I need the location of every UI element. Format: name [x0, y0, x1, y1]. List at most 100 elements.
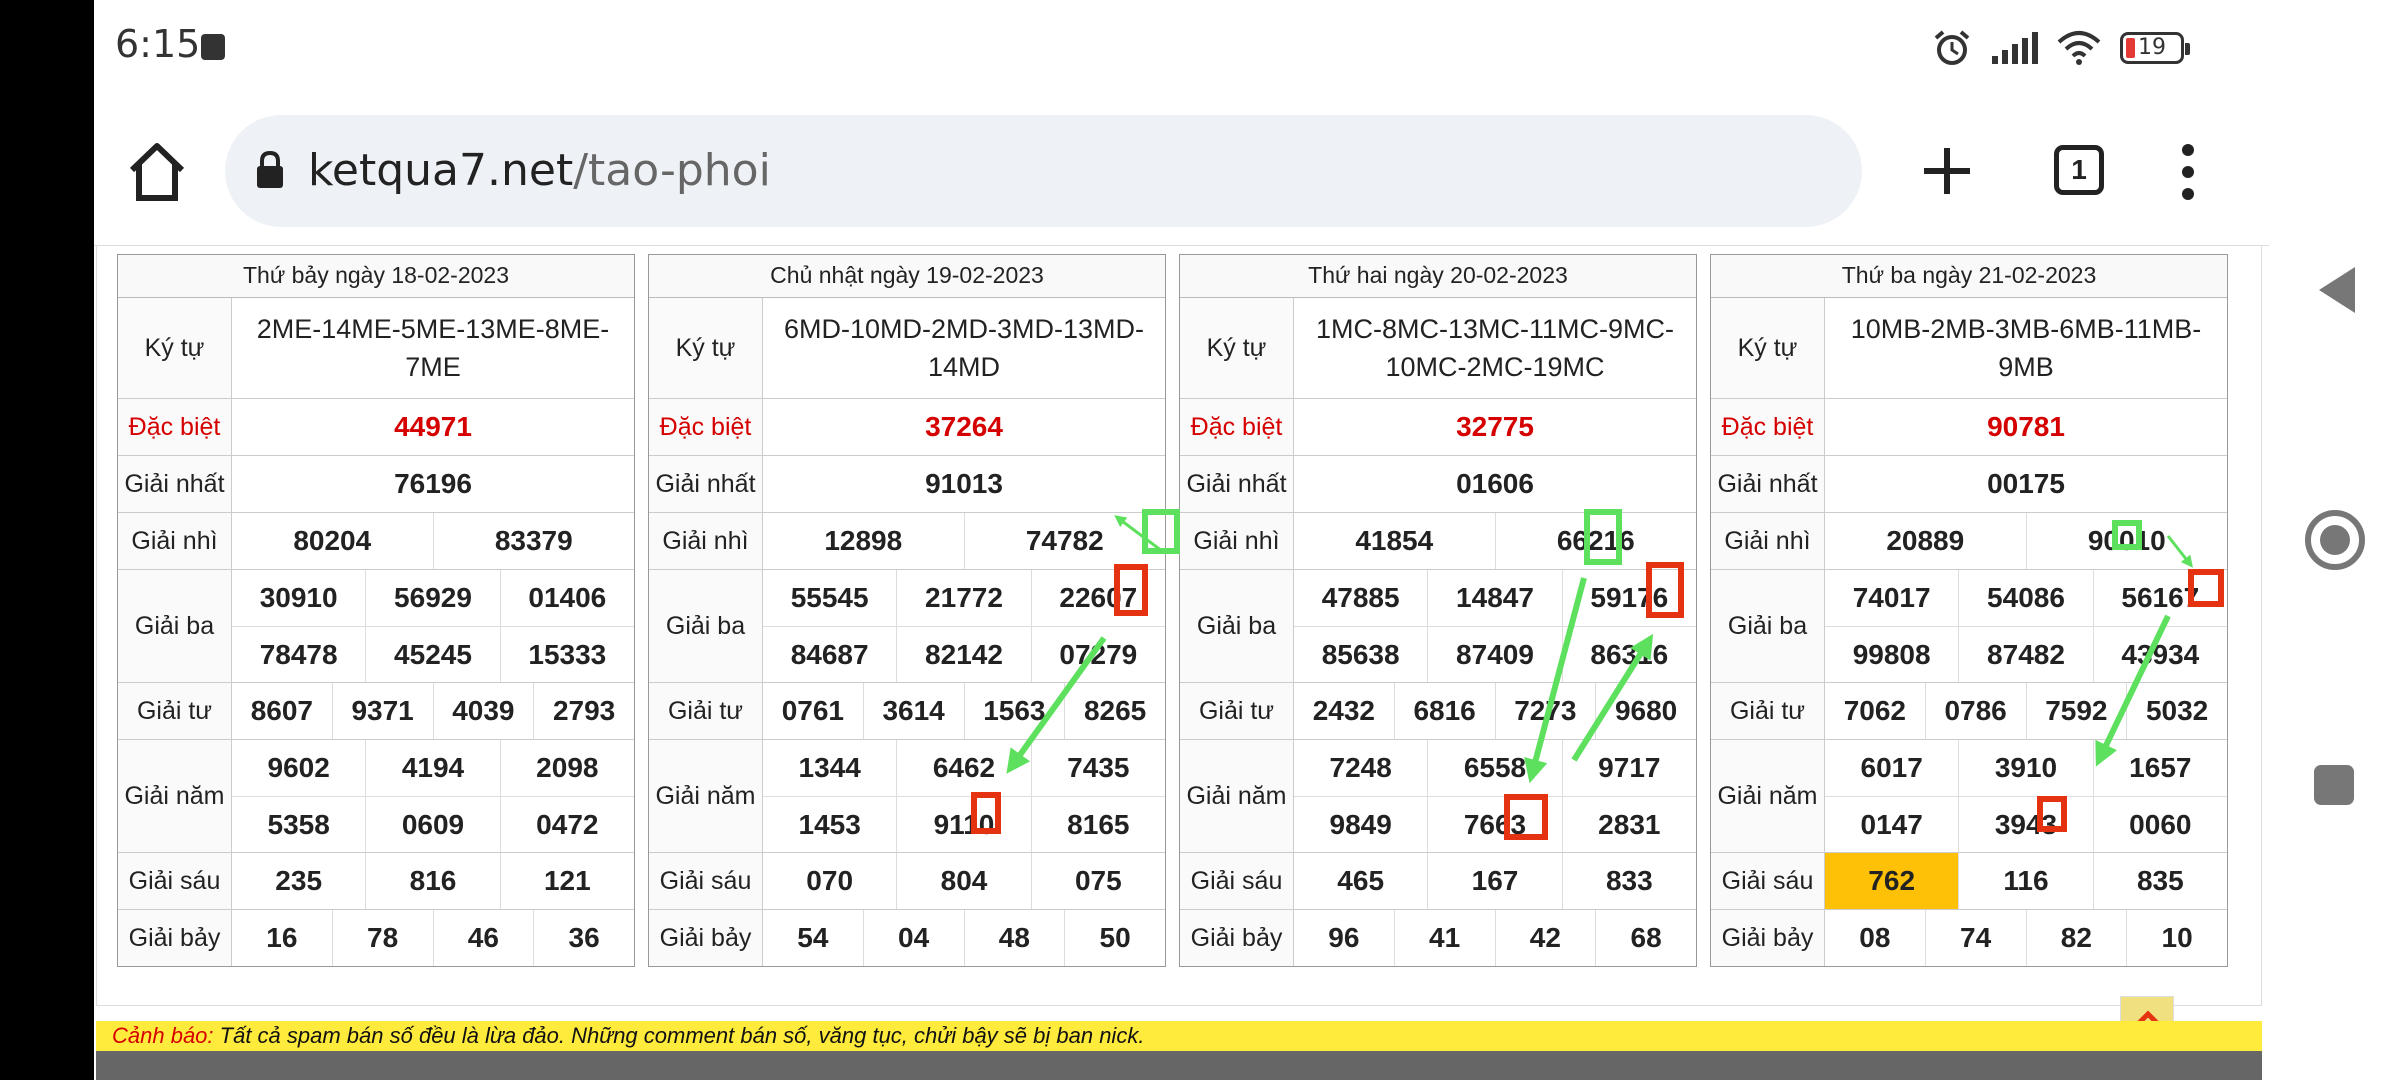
prize-row-first: Giải nhất 76196	[118, 456, 634, 513]
prize-number: 9680	[1595, 683, 1696, 739]
prize-number: 2432	[1312, 695, 1376, 726]
prize-number: 04	[862, 910, 964, 966]
prize-line: 30910 56929 01406	[232, 570, 634, 626]
prize-line: 91013	[763, 456, 1165, 512]
prize-label: Giải sáu	[1180, 853, 1294, 909]
prize-values: 7062 0786 7592 5032	[1825, 683, 2227, 739]
prize-label: Giải nhì	[1711, 513, 1825, 569]
prize-number: 816	[365, 853, 499, 909]
prize-line: 37264	[763, 399, 1165, 455]
prize-number: 0609	[365, 797, 499, 852]
prize-number: 84687	[790, 638, 869, 670]
prize-line: 47885 14847 59176	[1294, 570, 1696, 626]
prize-number: 070	[806, 865, 854, 896]
prize-label: Giải sáu	[649, 853, 763, 909]
lock-icon[interactable]	[255, 150, 285, 190]
prize-number: 121	[499, 853, 634, 909]
prize-number: 1563	[963, 683, 1065, 739]
prize-number: 4039	[432, 683, 534, 739]
plus-icon[interactable]	[1920, 144, 1974, 198]
prize-number: 36	[533, 910, 634, 966]
prize-values: 54 04 48 50	[763, 910, 1165, 966]
prize-number: 6816	[1393, 683, 1495, 739]
warning-title: Cảnh báo:	[112, 1023, 214, 1048]
prize-number: 37264	[925, 411, 1003, 442]
prize-label: Giải năm	[1180, 740, 1294, 852]
prize-line: 84687 82142 07279	[763, 626, 1165, 682]
prize-line: 85638 87409 86316	[1294, 626, 1696, 682]
prize-line: 2432 6816 7273 9680	[1294, 683, 1696, 739]
prize-label: Giải năm	[649, 740, 763, 852]
prize-values: 235 816 121	[232, 853, 634, 909]
prize-row-second: Giải nhì 80204 83379	[118, 513, 634, 570]
url-text[interactable]: ketqua7.net/tao-phoi	[308, 143, 771, 199]
prize-values: 16 78 46 36	[232, 910, 634, 966]
prize-number: 15333	[499, 627, 634, 682]
prize-number: 91013	[925, 468, 1003, 499]
prize-number: 2793	[533, 683, 634, 739]
prize-number: 74782	[963, 513, 1166, 569]
prize-number: 3943	[1958, 797, 2092, 852]
prize-number: 2098	[499, 740, 634, 796]
prize-number: 167	[1427, 853, 1561, 909]
prize-row-sixth: Giải sáu 235 816 121	[118, 853, 634, 910]
prize-label: Giải ba	[1180, 570, 1294, 682]
prize-line: 80204 83379	[232, 513, 634, 569]
prize-number: 075	[1030, 853, 1165, 909]
prize-number: 2ME-14ME-5ME-13ME-8ME-7ME	[256, 314, 610, 382]
address-bar[interactable]: ketqua7.net/tao-phoi	[225, 115, 1862, 227]
prize-number: 10	[2126, 910, 2227, 966]
overflow-menu-icon[interactable]	[2182, 144, 2196, 200]
status-time: 6:15	[115, 22, 201, 66]
status-bar: 6:15 19	[94, 0, 2269, 100]
prize-number: 07279	[1030, 627, 1165, 682]
prize-line: 762 116 835	[1825, 853, 2227, 909]
prize-values: 6MD-10MD-2MD-3MD-13MD-14MD	[763, 298, 1165, 398]
prize-row-seventh: Giải bảy 96 41 42 68	[1180, 910, 1696, 966]
prize-number: 85638	[1321, 638, 1400, 670]
prize-number: 7435	[1030, 740, 1165, 796]
back-icon[interactable]	[2317, 265, 2357, 315]
recents-icon[interactable]	[2314, 765, 2354, 805]
prize-label: Giải nhất	[1711, 456, 1825, 512]
prize-number: 30910	[259, 582, 338, 613]
prize-label: Giải bảy	[118, 910, 232, 966]
nav-home-icon[interactable]	[2305, 510, 2365, 570]
prize-values: 2ME-14ME-5ME-13ME-8ME-7ME	[232, 298, 634, 398]
prize-number: 00175	[1987, 468, 2065, 499]
tab-switcher-icon[interactable]: 1	[2054, 145, 2104, 195]
prize-label: Giải ba	[118, 570, 232, 682]
prize-number: 76196	[394, 468, 472, 499]
prize-line: 7062 0786 7592 5032	[1825, 683, 2227, 739]
prize-number: 8607	[250, 695, 314, 726]
prize-number: 9602	[267, 752, 330, 783]
prize-line: 5358 0609 0472	[232, 796, 634, 852]
home-icon[interactable]	[124, 138, 190, 204]
prize-number: 96	[1328, 922, 1360, 953]
red-mark-box	[2188, 569, 2224, 607]
prize-number: 80204	[293, 525, 372, 556]
red-mark-box	[971, 792, 1001, 834]
prize-row-fourth: Giải tư 7062 0786 7592 5032	[1711, 683, 2227, 740]
table-date: Thứ hai ngày 20-02-2023	[1180, 255, 1696, 298]
prize-number: 41854	[1355, 525, 1434, 556]
prize-row-special: Đặc biệt 44971	[118, 399, 634, 456]
prize-row-second: Giải nhì 41854 66216	[1180, 513, 1696, 570]
prize-number: 54	[797, 922, 829, 953]
prize-label: Giải bảy	[649, 910, 763, 966]
prize-label: Giải nhì	[1180, 513, 1294, 569]
prize-row-fifth: Giải năm 9602 4194 2098 5358 0609 0472	[118, 740, 634, 853]
prize-number: 74	[1924, 910, 2026, 966]
prize-line: 16 78 46 36	[232, 910, 634, 966]
prize-line: 070 804 075	[763, 853, 1165, 909]
prize-number: 78	[331, 910, 433, 966]
prize-number: 90010	[2025, 513, 2228, 569]
prize-values: 01606	[1294, 456, 1696, 512]
prize-label: Giải ba	[1711, 570, 1825, 682]
prize-number: 1344	[798, 752, 861, 783]
prize-number: 16	[266, 922, 298, 953]
prize-label: Giải tư	[649, 683, 763, 739]
prize-number: 99808	[1852, 638, 1931, 670]
results-container	[96, 246, 2262, 1006]
prize-number: 1453	[798, 808, 861, 840]
